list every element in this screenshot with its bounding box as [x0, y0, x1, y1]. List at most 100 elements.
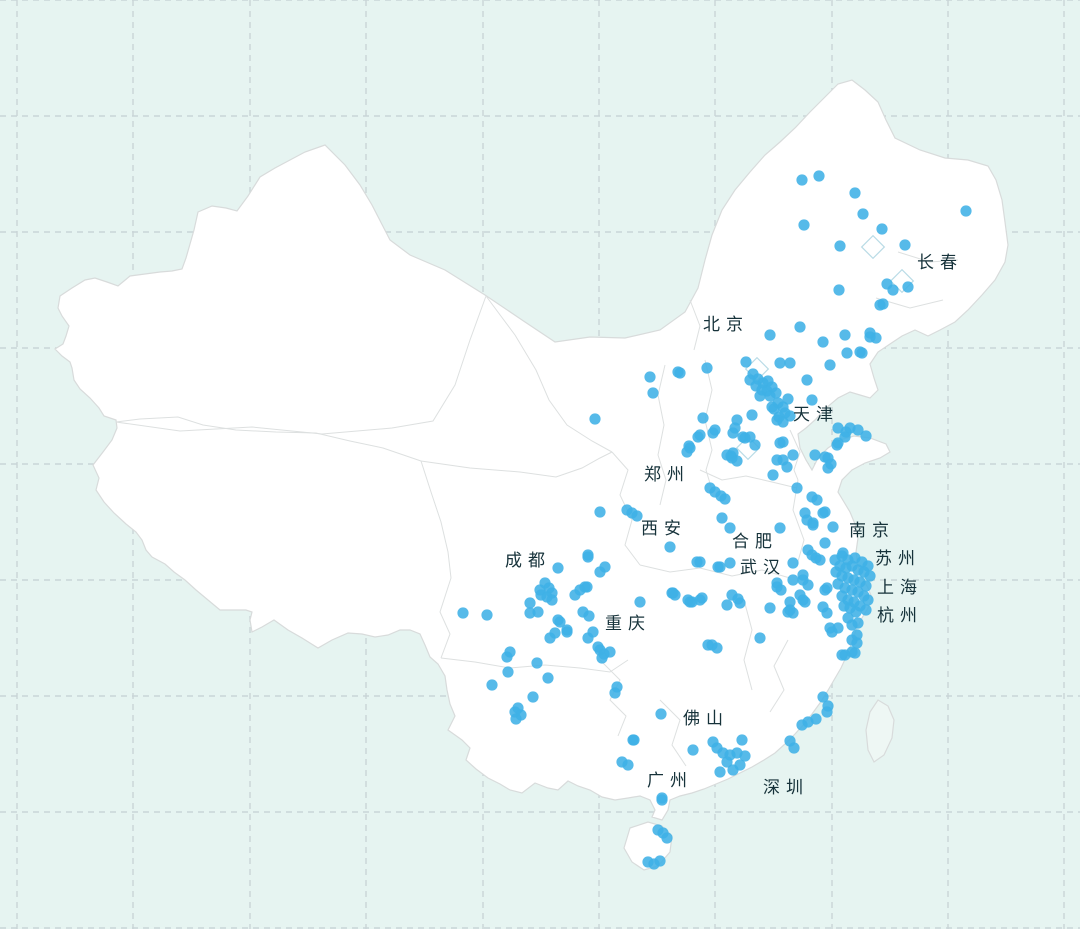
city-point[interactable]	[836, 649, 848, 661]
city-point[interactable]	[721, 599, 733, 611]
city-point[interactable]	[806, 394, 818, 406]
city-point[interactable]	[876, 223, 888, 235]
city-point[interactable]	[787, 557, 799, 569]
city-point[interactable]	[960, 205, 972, 217]
city-point[interactable]	[899, 239, 911, 251]
city-point[interactable]	[729, 422, 741, 434]
city-point[interactable]	[731, 455, 743, 467]
city-point[interactable]	[824, 622, 836, 634]
city-point[interactable]	[852, 424, 864, 436]
city-point[interactable]	[694, 429, 706, 441]
city-point[interactable]	[667, 587, 679, 599]
city-point[interactable]	[749, 439, 761, 451]
city-point[interactable]	[851, 629, 863, 641]
city-point[interactable]	[594, 506, 606, 518]
city-point[interactable]	[850, 606, 862, 618]
city-point[interactable]	[631, 510, 643, 522]
city-point[interactable]	[486, 679, 498, 691]
city-point[interactable]	[711, 642, 723, 654]
city-point[interactable]	[791, 482, 803, 494]
city-point[interactable]	[531, 657, 543, 669]
city-point[interactable]	[569, 589, 581, 601]
city-point[interactable]	[661, 832, 673, 844]
city-point[interactable]	[798, 219, 810, 231]
city-point[interactable]	[799, 507, 811, 519]
city-point[interactable]	[849, 187, 861, 199]
city-point[interactable]	[583, 610, 595, 622]
city-point[interactable]	[739, 750, 751, 762]
city-point[interactable]	[655, 708, 667, 720]
city-point[interactable]	[701, 362, 713, 374]
city-point[interactable]	[546, 594, 558, 606]
city-point[interactable]	[694, 594, 706, 606]
city-point[interactable]	[824, 359, 836, 371]
city-point[interactable]	[807, 517, 819, 529]
city-point[interactable]	[582, 549, 594, 561]
city-point[interactable]	[887, 284, 899, 296]
city-point[interactable]	[774, 522, 786, 534]
city-point[interactable]	[724, 522, 736, 534]
city-point[interactable]	[819, 537, 831, 549]
city-point[interactable]	[549, 627, 561, 639]
city-point[interactable]	[784, 596, 796, 608]
city-point[interactable]	[782, 393, 794, 405]
city-point[interactable]	[864, 331, 876, 343]
city-point[interactable]	[682, 594, 694, 606]
city-point[interactable]	[841, 347, 853, 359]
city-point[interactable]	[457, 607, 469, 619]
city-point[interactable]	[846, 619, 858, 631]
city-point[interactable]	[806, 491, 818, 503]
city-point[interactable]	[794, 321, 806, 333]
city-point[interactable]	[801, 374, 813, 386]
city-point[interactable]	[817, 691, 829, 703]
city-point[interactable]	[857, 208, 869, 220]
city-point[interactable]	[740, 356, 752, 368]
city-point[interactable]	[681, 446, 693, 458]
city-point[interactable]	[702, 639, 714, 651]
city-point[interactable]	[810, 713, 822, 725]
city-point[interactable]	[774, 437, 786, 449]
city-point[interactable]	[654, 855, 666, 867]
city-point[interactable]	[851, 637, 863, 649]
city-point[interactable]	[840, 426, 852, 438]
city-point[interactable]	[746, 409, 758, 421]
city-point[interactable]	[656, 794, 668, 806]
city-point[interactable]	[764, 602, 776, 614]
city-point[interactable]	[771, 454, 783, 466]
city-point[interactable]	[902, 281, 914, 293]
city-point[interactable]	[709, 424, 721, 436]
city-point[interactable]	[796, 174, 808, 186]
city-point[interactable]	[817, 601, 829, 613]
city-point[interactable]	[524, 597, 536, 609]
city-point[interactable]	[719, 493, 731, 505]
city-point[interactable]	[754, 632, 766, 644]
city-point[interactable]	[854, 346, 866, 358]
city-point[interactable]	[664, 541, 676, 553]
city-point[interactable]	[799, 596, 811, 608]
city-point[interactable]	[716, 512, 728, 524]
city-point[interactable]	[802, 579, 814, 591]
city-point[interactable]	[860, 580, 872, 592]
city-point[interactable]	[535, 589, 547, 601]
city-point[interactable]	[587, 626, 599, 638]
city-point[interactable]	[787, 449, 799, 461]
city-point[interactable]	[822, 452, 834, 464]
city-point[interactable]	[604, 646, 616, 658]
city-point[interactable]	[788, 742, 800, 754]
city-point[interactable]	[874, 299, 886, 311]
city-point[interactable]	[634, 596, 646, 608]
city-point[interactable]	[784, 410, 796, 422]
city-point[interactable]	[782, 606, 794, 618]
city-point[interactable]	[609, 687, 621, 699]
city-point[interactable]	[864, 570, 876, 582]
city-point[interactable]	[592, 641, 604, 653]
city-point[interactable]	[784, 357, 796, 369]
city-point[interactable]	[589, 413, 601, 425]
city-point[interactable]	[714, 766, 726, 778]
city-point[interactable]	[554, 616, 566, 628]
city-point[interactable]	[504, 646, 516, 658]
city-point[interactable]	[561, 626, 573, 638]
city-point[interactable]	[774, 357, 786, 369]
city-point[interactable]	[827, 521, 839, 533]
city-point[interactable]	[832, 437, 844, 449]
